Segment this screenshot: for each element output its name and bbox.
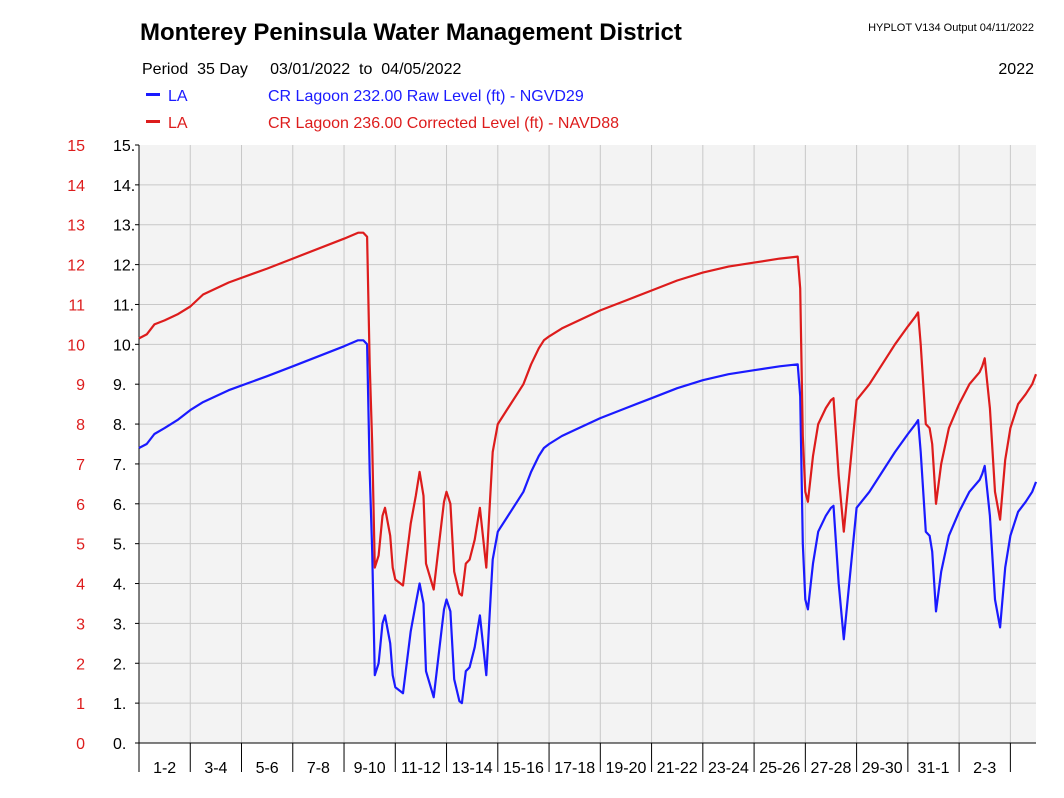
y-tick-label-right: 11. [113, 297, 134, 314]
chart-title: Monterey Peninsula Water Management Dist… [140, 19, 682, 46]
version-output-label: HYPLOT V134 Output 04/11/2022 [868, 22, 1034, 34]
legend-entry-raw: LA CR Lagoon 232.00 Raw Level (ft) - NGVD… [146, 88, 584, 108]
y-tick-label-left: 1 [76, 696, 85, 713]
y-tick-label-left: 2 [76, 656, 85, 673]
y-tick-label-right: 10. [113, 337, 135, 354]
x-tick-label: 1-2 [153, 760, 176, 777]
legend-entry-corrected: LA CR Lagoon 236.00 Corrected Level (ft) … [146, 115, 619, 135]
x-tick-label: 17-18 [554, 760, 595, 777]
x-tick-label: 13-14 [452, 760, 493, 777]
y-tick-label-left: 8 [76, 417, 85, 434]
series-line-corrected-level [138, 231, 1038, 597]
y-tick-label-right: 5. [113, 537, 126, 554]
x-tick-label: 23-24 [708, 760, 749, 777]
x-tick-label: 19-20 [605, 760, 646, 777]
y-tick-label-right: 14. [113, 178, 135, 195]
y-tick-label-right: 2. [113, 656, 126, 673]
x-tick-label: 29-30 [862, 760, 903, 777]
period-line: Period 35 Day 03/01/2022 to 04/05/2022 [142, 61, 461, 79]
y-tick-label-right: 0. [113, 736, 126, 753]
x-tick-label: 9-10 [354, 760, 386, 777]
period-length: 35 Day [197, 61, 248, 78]
legend-swatch-corrected [146, 120, 160, 124]
x-tick-label: 11-12 [401, 760, 441, 777]
y-tick-label-left: 12 [67, 258, 85, 275]
y-tick-label-left: 15 [67, 138, 85, 155]
year-label: 2022 [998, 61, 1034, 78]
y-tick-label-right: 12. [113, 258, 135, 275]
y-tick-label-right: 13. [113, 218, 135, 235]
y-tick-label-right: 3. [113, 616, 126, 633]
legend-swatch-raw [146, 93, 160, 97]
x-tick-label: 31-1 [917, 760, 949, 777]
legend-name-raw: CR Lagoon 232.00 Raw Level (ft) - NGVD29 [268, 88, 584, 105]
x-tick-label: 3-4 [204, 760, 227, 777]
y-tick-label-right: 4. [113, 577, 126, 594]
start-date: 03/01/2022 [270, 61, 351, 78]
y-tick-label-left: 14 [67, 178, 85, 195]
y-tick-label-left: 6 [76, 497, 85, 514]
y-tick-label-right: 15. [113, 138, 135, 155]
x-tick-label: 21-22 [657, 760, 698, 777]
legend-code-corrected: LA [168, 115, 188, 132]
y-tick-label-right: 6. [113, 497, 126, 514]
y-tick-label-left: 9 [76, 377, 85, 394]
y-tick-label-left: 0 [76, 736, 85, 753]
y-tick-label-left: 5 [76, 537, 85, 554]
x-tick-label: 5-6 [256, 760, 279, 777]
y-tick-label-right: 1. [113, 696, 126, 713]
end-date: 04/05/2022 [381, 61, 462, 78]
x-tick-label: 25-26 [759, 760, 800, 777]
y-tick-label-left: 10 [67, 337, 85, 354]
y-tick-label-left: 13 [67, 218, 85, 235]
y-tick-label-right: 8. [113, 417, 126, 434]
legend-name-corrected: CR Lagoon 236.00 Corrected Level (ft) - … [268, 115, 619, 132]
series-line-raw-level [138, 339, 1038, 705]
x-tick-label: 15-16 [503, 760, 544, 777]
x-tick-label: 27-28 [811, 760, 852, 777]
y-tick-label-left: 3 [76, 616, 85, 633]
x-tick-label: 7-8 [307, 760, 330, 777]
y-tick-label-right: 7. [113, 457, 126, 474]
y-tick-label-left: 7 [76, 457, 85, 474]
y-tick-label-left: 11 [68, 297, 85, 314]
period-label: Period [142, 61, 189, 78]
y-tick-label-left: 4 [76, 577, 85, 594]
x-tick-label: 2-3 [973, 760, 996, 777]
to-label: to [359, 61, 373, 78]
plot-area [139, 145, 1036, 743]
y-tick-label-right: 9. [113, 377, 126, 394]
legend-code-raw: LA [168, 88, 188, 105]
